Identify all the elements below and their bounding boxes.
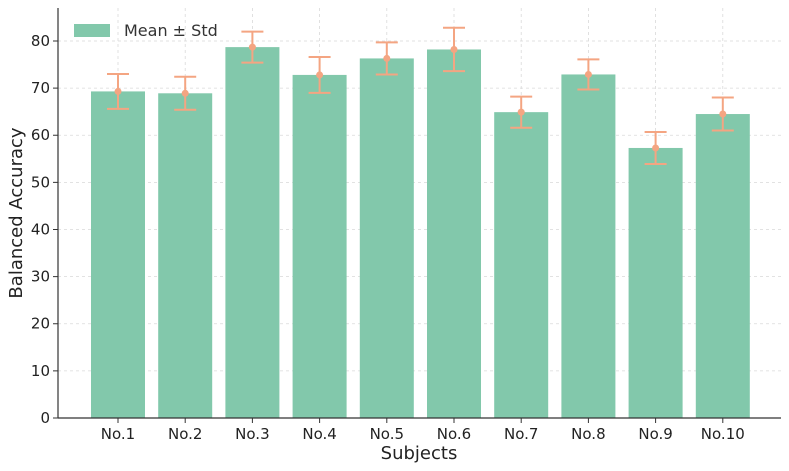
x-tick-labels: No.1 No.2 No.3 No.4 No.5 No.6 No.7 No.8 No.9 No.1…: [101, 418, 745, 443]
legend-label: Mean ± Std: [124, 21, 218, 40]
bar: [695, 114, 750, 418]
mean-point: [450, 45, 458, 53]
axes: [57, 8, 781, 419]
x-tick-label: No.4: [302, 425, 336, 443]
mean-point: [584, 70, 592, 78]
error-bars: [107, 26, 734, 165]
y-tick-label: 30: [31, 268, 50, 286]
y-axis-title: Balanced Accuracy: [6, 127, 27, 298]
y-tick-label: 60: [31, 126, 50, 144]
x-tick-label: No.8: [571, 425, 605, 443]
x-tick-label: No.5: [370, 425, 404, 443]
mean-point: [719, 110, 727, 118]
legend-swatch: [74, 24, 110, 37]
bar: [225, 47, 280, 419]
y-tick-label: 70: [31, 79, 50, 97]
x-tick-label: No.6: [437, 425, 471, 443]
mean-point: [248, 43, 256, 51]
x-tick-label: No.9: [638, 425, 672, 443]
mean-point: [383, 54, 391, 62]
bar: [292, 74, 347, 418]
x-tick-label: No.2: [168, 425, 202, 443]
bar: [158, 93, 213, 418]
y-tick-label: 40: [31, 220, 50, 238]
y-tick-label: 0: [40, 409, 50, 427]
y-tick-label: 80: [31, 32, 50, 50]
bar: [494, 112, 549, 419]
x-tick-label: No.3: [235, 425, 269, 443]
x-tick-label: No.7: [504, 425, 538, 443]
bar: [427, 49, 481, 419]
bar: [359, 58, 414, 418]
bar: [91, 91, 145, 419]
mean-point: [316, 71, 324, 79]
mean-point: [181, 89, 189, 97]
bar: [628, 147, 683, 418]
bar: [561, 74, 616, 418]
bars: [91, 47, 750, 419]
y-tick-label: 10: [31, 362, 50, 380]
x-tick-label: No.1: [101, 425, 135, 443]
mean-point: [517, 108, 525, 116]
legend: Mean ± Std: [74, 21, 218, 40]
y-tick-labels: 0 10 20 30 40 50 60 70 80: [31, 32, 58, 427]
y-tick-label: 50: [31, 173, 50, 191]
x-tick-label: No.10: [701, 425, 745, 443]
y-tick-label: 20: [31, 315, 50, 333]
mean-point: [652, 144, 660, 152]
mean-point: [114, 87, 122, 95]
x-axis-title: Subjects: [381, 443, 458, 464]
